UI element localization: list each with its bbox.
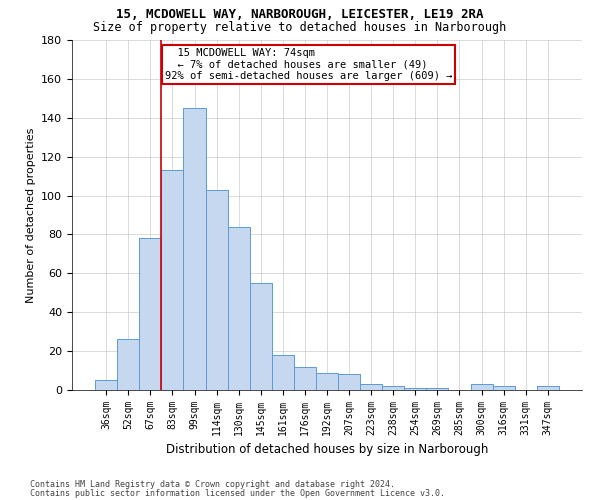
Bar bbox=[184, 108, 206, 390]
Bar bbox=[250, 283, 272, 390]
Bar bbox=[470, 384, 493, 390]
Text: Contains public sector information licensed under the Open Government Licence v3: Contains public sector information licen… bbox=[30, 488, 445, 498]
Bar bbox=[382, 386, 404, 390]
Text: 15 MCDOWELL WAY: 74sqm
  ← 7% of detached houses are smaller (49)
92% of semi-de: 15 MCDOWELL WAY: 74sqm ← 7% of detached … bbox=[165, 48, 452, 81]
Bar bbox=[338, 374, 360, 390]
Bar bbox=[537, 386, 559, 390]
Text: 15, MCDOWELL WAY, NARBOROUGH, LEICESTER, LE19 2RA: 15, MCDOWELL WAY, NARBOROUGH, LEICESTER,… bbox=[116, 8, 484, 20]
Bar bbox=[404, 388, 427, 390]
Bar bbox=[360, 384, 382, 390]
Bar bbox=[316, 372, 338, 390]
Bar bbox=[139, 238, 161, 390]
Bar bbox=[272, 355, 294, 390]
Bar bbox=[95, 380, 117, 390]
Bar bbox=[161, 170, 184, 390]
Bar bbox=[294, 366, 316, 390]
Y-axis label: Number of detached properties: Number of detached properties bbox=[26, 128, 35, 302]
Text: Contains HM Land Registry data © Crown copyright and database right 2024.: Contains HM Land Registry data © Crown c… bbox=[30, 480, 395, 489]
Bar bbox=[493, 386, 515, 390]
Bar bbox=[427, 388, 448, 390]
Text: Size of property relative to detached houses in Narborough: Size of property relative to detached ho… bbox=[94, 21, 506, 34]
Bar bbox=[117, 340, 139, 390]
X-axis label: Distribution of detached houses by size in Narborough: Distribution of detached houses by size … bbox=[166, 444, 488, 456]
Bar bbox=[206, 190, 227, 390]
Bar bbox=[227, 226, 250, 390]
